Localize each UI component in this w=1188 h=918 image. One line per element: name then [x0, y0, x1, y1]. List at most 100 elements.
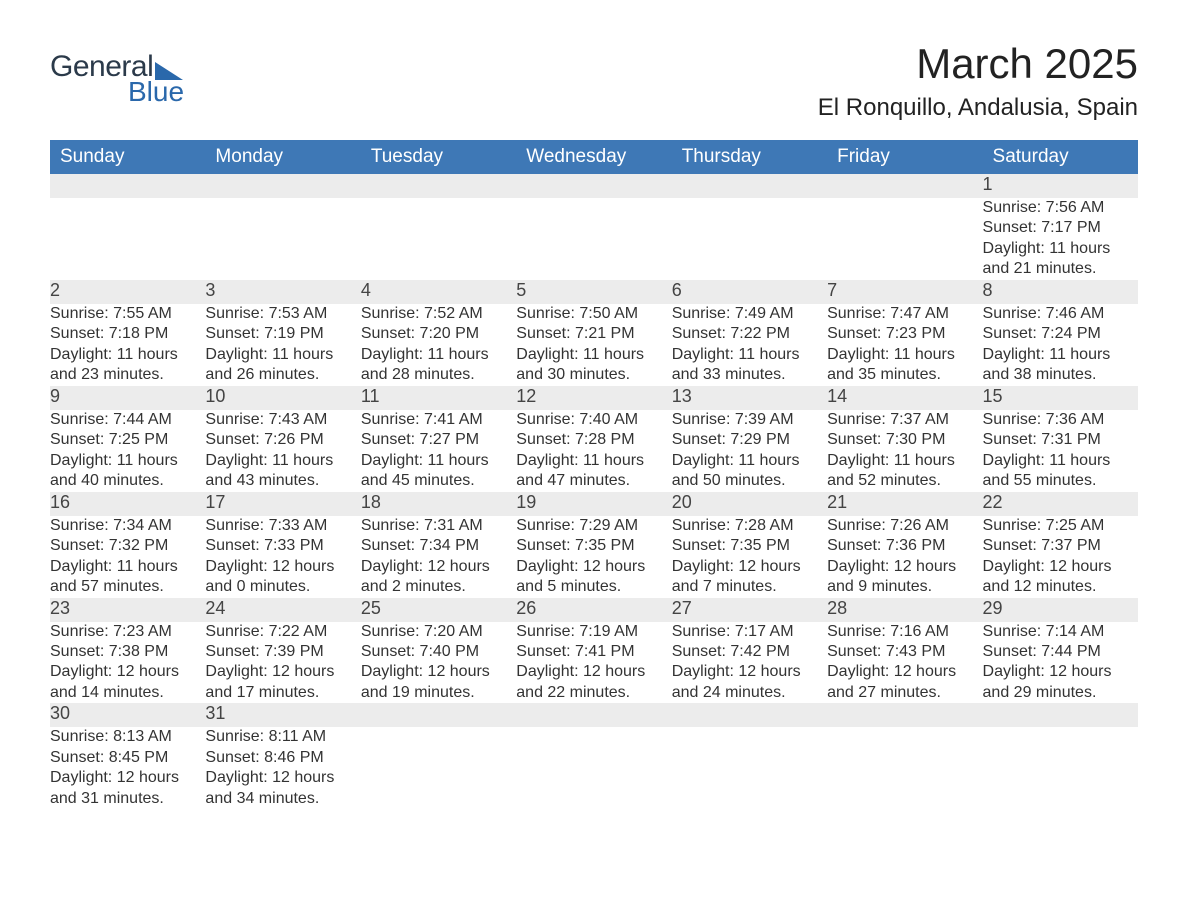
daylight-text: Daylight: 12 hours: [827, 662, 982, 682]
day-number-cell: 13: [672, 386, 827, 410]
weekday-header-row: Sunday Monday Tuesday Wednesday Thursday…: [50, 140, 1138, 174]
sunset-text: Sunset: 7:19 PM: [205, 324, 360, 344]
day-number-cell: 23: [50, 598, 205, 622]
sunrise-text: Sunrise: 7:52 AM: [361, 304, 516, 324]
sunset-text: Sunset: 7:43 PM: [827, 642, 982, 662]
day-detail-cell: [983, 727, 1138, 809]
sunset-text: Sunset: 7:41 PM: [516, 642, 671, 662]
sunrise-text: Sunrise: 7:16 AM: [827, 622, 982, 642]
day-number-cell: [516, 703, 671, 727]
day-number-cell: 5: [516, 280, 671, 304]
day-number-cell: 16: [50, 492, 205, 516]
daylight-text: and 12 minutes.: [983, 577, 1138, 597]
day-number-cell: 2: [50, 280, 205, 304]
sunset-text: Sunset: 7:30 PM: [827, 430, 982, 450]
weekday-header: Tuesday: [361, 140, 516, 174]
sunrise-text: Sunrise: 7:33 AM: [205, 516, 360, 536]
daylight-text: Daylight: 11 hours: [983, 345, 1138, 365]
day-detail-cell: Sunrise: 7:53 AMSunset: 7:19 PMDaylight:…: [205, 304, 360, 386]
day-detail-cell: Sunrise: 7:26 AMSunset: 7:36 PMDaylight:…: [827, 516, 982, 598]
sunset-text: Sunset: 7:42 PM: [672, 642, 827, 662]
day-detail-row: Sunrise: 7:34 AMSunset: 7:32 PMDaylight:…: [50, 516, 1138, 598]
day-number-cell: 22: [983, 492, 1138, 516]
sunset-text: Sunset: 7:22 PM: [672, 324, 827, 344]
sunset-text: Sunset: 7:26 PM: [205, 430, 360, 450]
sunrise-text: Sunrise: 7:55 AM: [50, 304, 205, 324]
day-number-cell: 14: [827, 386, 982, 410]
calendar-table: Sunday Monday Tuesday Wednesday Thursday…: [50, 140, 1138, 809]
daylight-text: and 5 minutes.: [516, 577, 671, 597]
daylight-text: Daylight: 12 hours: [361, 662, 516, 682]
day-detail-cell: Sunrise: 7:33 AMSunset: 7:33 PMDaylight:…: [205, 516, 360, 598]
sunset-text: Sunset: 8:46 PM: [205, 748, 360, 768]
day-detail-cell: Sunrise: 7:37 AMSunset: 7:30 PMDaylight:…: [827, 410, 982, 492]
sunset-text: Sunset: 7:17 PM: [983, 218, 1138, 238]
daylight-text: Daylight: 11 hours: [516, 345, 671, 365]
day-number-cell: 7: [827, 280, 982, 304]
sunrise-text: Sunrise: 7:53 AM: [205, 304, 360, 324]
daylight-text: and 7 minutes.: [672, 577, 827, 597]
day-number-cell: 26: [516, 598, 671, 622]
sunrise-text: Sunrise: 7:20 AM: [361, 622, 516, 642]
day-number-cell: 17: [205, 492, 360, 516]
sunrise-text: Sunrise: 7:26 AM: [827, 516, 982, 536]
day-detail-cell: Sunrise: 8:11 AMSunset: 8:46 PMDaylight:…: [205, 727, 360, 809]
daylight-text: and 19 minutes.: [361, 683, 516, 703]
day-number-cell: [361, 703, 516, 727]
daylight-text: and 24 minutes.: [672, 683, 827, 703]
day-detail-cell: Sunrise: 7:19 AMSunset: 7:41 PMDaylight:…: [516, 622, 671, 704]
sunset-text: Sunset: 8:45 PM: [50, 748, 205, 768]
sunrise-text: Sunrise: 7:29 AM: [516, 516, 671, 536]
sunrise-text: Sunrise: 8:13 AM: [50, 727, 205, 747]
day-detail-cell: [361, 727, 516, 809]
daylight-text: and 0 minutes.: [205, 577, 360, 597]
daylight-text: and 40 minutes.: [50, 471, 205, 491]
day-number-cell: 11: [361, 386, 516, 410]
daylight-text: and 43 minutes.: [205, 471, 360, 491]
daylight-text: Daylight: 11 hours: [672, 451, 827, 471]
sunrise-text: Sunrise: 7:17 AM: [672, 622, 827, 642]
day-number-cell: 10: [205, 386, 360, 410]
sunset-text: Sunset: 7:27 PM: [361, 430, 516, 450]
day-detail-cell: [827, 198, 982, 280]
day-number-cell: 25: [361, 598, 516, 622]
sunrise-text: Sunrise: 7:40 AM: [516, 410, 671, 430]
day-number-row: 2345678: [50, 280, 1138, 304]
sunrise-text: Sunrise: 7:39 AM: [672, 410, 827, 430]
daylight-text: and 52 minutes.: [827, 471, 982, 491]
logo-text-blue: Blue: [128, 76, 184, 108]
sunset-text: Sunset: 7:32 PM: [50, 536, 205, 556]
day-detail-cell: [361, 198, 516, 280]
day-detail-cell: Sunrise: 7:22 AMSunset: 7:39 PMDaylight:…: [205, 622, 360, 704]
sunset-text: Sunset: 7:39 PM: [205, 642, 360, 662]
day-number-cell: 9: [50, 386, 205, 410]
day-detail-cell: Sunrise: 7:52 AMSunset: 7:20 PMDaylight:…: [361, 304, 516, 386]
day-number-cell: [672, 703, 827, 727]
day-detail-row: Sunrise: 7:23 AMSunset: 7:38 PMDaylight:…: [50, 622, 1138, 704]
day-detail-cell: Sunrise: 7:49 AMSunset: 7:22 PMDaylight:…: [672, 304, 827, 386]
sunset-text: Sunset: 7:36 PM: [827, 536, 982, 556]
day-number-cell: [50, 174, 205, 198]
day-detail-cell: Sunrise: 7:25 AMSunset: 7:37 PMDaylight:…: [983, 516, 1138, 598]
day-detail-cell: Sunrise: 7:17 AMSunset: 7:42 PMDaylight:…: [672, 622, 827, 704]
day-detail-cell: [672, 198, 827, 280]
daylight-text: Daylight: 11 hours: [205, 451, 360, 471]
weekday-header: Thursday: [672, 140, 827, 174]
daylight-text: and 33 minutes.: [672, 365, 827, 385]
day-number-cell: 24: [205, 598, 360, 622]
day-number-cell: [361, 174, 516, 198]
page-header: General Blue March 2025 El Ronquillo, An…: [50, 40, 1138, 122]
day-detail-cell: Sunrise: 7:39 AMSunset: 7:29 PMDaylight:…: [672, 410, 827, 492]
day-number-cell: 19: [516, 492, 671, 516]
sunset-text: Sunset: 7:28 PM: [516, 430, 671, 450]
daylight-text: Daylight: 12 hours: [205, 662, 360, 682]
daylight-text: and 47 minutes.: [516, 471, 671, 491]
day-number-row: 23242526272829: [50, 598, 1138, 622]
daylight-text: Daylight: 11 hours: [827, 451, 982, 471]
day-number-cell: 4: [361, 280, 516, 304]
day-detail-cell: Sunrise: 7:23 AMSunset: 7:38 PMDaylight:…: [50, 622, 205, 704]
day-detail-row: Sunrise: 7:56 AMSunset: 7:17 PMDaylight:…: [50, 198, 1138, 280]
daylight-text: Daylight: 11 hours: [361, 345, 516, 365]
sunrise-text: Sunrise: 7:19 AM: [516, 622, 671, 642]
daylight-text: and 26 minutes.: [205, 365, 360, 385]
